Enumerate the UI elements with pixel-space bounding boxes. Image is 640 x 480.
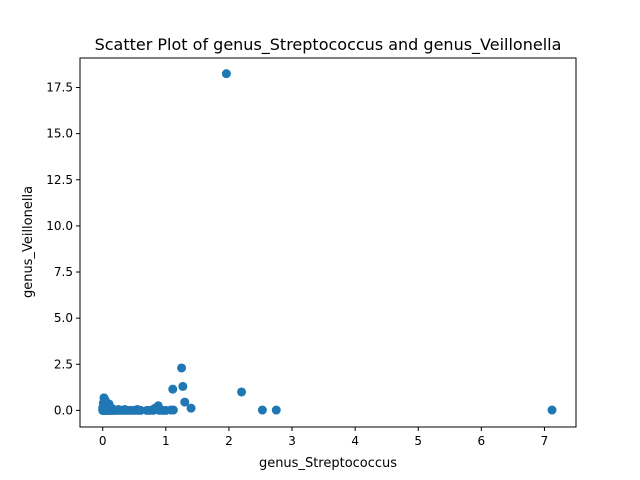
x-axis-ticks: 0 1 2 3 4 5 6 7 [99,427,548,448]
data-point [113,404,123,414]
y-tick-label: 12.5 [46,173,73,187]
x-tick-label: 6 [478,434,486,448]
data-point [168,405,178,415]
y-tick-label: 17.5 [46,81,73,95]
chart-title: Scatter Plot of genus_Streptococcus and … [95,35,562,55]
data-point [132,404,142,414]
data-point [149,404,159,414]
x-axis-label: genus_Streptococcus [259,456,397,471]
y-axis-label: genus_Veillonella [21,186,36,298]
data-point [221,69,231,79]
x-tick-label: 5 [414,434,422,448]
data-point [177,363,187,373]
data-point [178,381,188,391]
x-tick-label: 1 [162,434,170,448]
x-tick-label: 4 [351,434,359,448]
x-tick-label: 2 [225,434,233,448]
y-tick-label: 15.0 [46,127,73,141]
data-point [237,387,247,397]
data-point [168,384,178,394]
y-tick-label: 10.0 [46,219,73,233]
y-tick-label: 2.5 [54,357,73,371]
data-point [257,405,267,415]
data-point [186,403,196,413]
y-tick-label: 5.0 [54,311,73,325]
plot-area [79,57,577,428]
x-tick-label: 0 [99,434,107,448]
y-tick-label: 0.0 [54,403,73,417]
data-point [101,397,111,407]
data-point [547,405,557,415]
x-tick-label: 7 [541,434,549,448]
data-point [120,404,130,414]
data-points [98,69,557,415]
y-tick-label: 7.5 [54,265,73,279]
x-tick-label: 3 [288,434,296,448]
y-axis-ticks: 0.0 2.5 5.0 7.5 10.0 12.5 15.0 17.5 [46,81,80,417]
data-point [271,405,281,415]
data-point [180,397,190,407]
